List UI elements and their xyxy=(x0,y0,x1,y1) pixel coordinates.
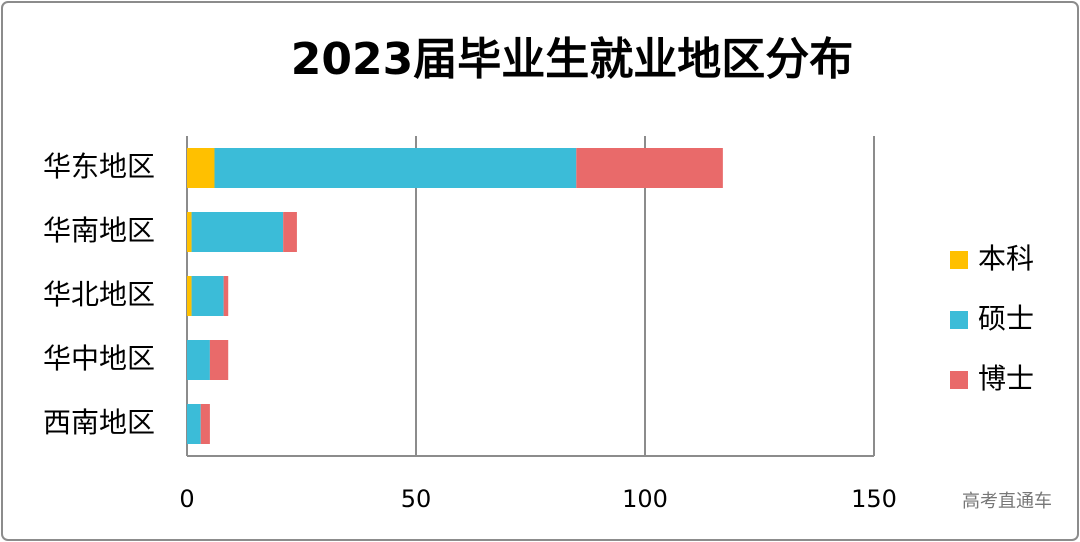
legend-label: 本科 xyxy=(978,242,1034,275)
legend-label: 硕士 xyxy=(978,302,1034,335)
bar-segment xyxy=(223,276,229,316)
x-tick-label: 150 xyxy=(851,485,897,513)
y-tick-label: 华南地区 xyxy=(43,214,155,247)
bar-segment xyxy=(187,404,201,444)
bar-segment xyxy=(187,212,192,252)
legend-swatch xyxy=(950,311,968,329)
bar-segment xyxy=(209,340,229,380)
x-tick-label: 0 xyxy=(179,485,194,513)
y-tick-label: 华东地区 xyxy=(43,150,155,183)
y-tick-label: 华中地区 xyxy=(43,342,155,375)
bar-segment xyxy=(283,212,297,252)
x-tick-label: 50 xyxy=(401,485,432,513)
watermark: 高考直通车 xyxy=(962,491,1052,512)
bar-segment xyxy=(187,276,192,316)
bar-segment xyxy=(187,340,210,380)
y-tick-label: 华北地区 xyxy=(43,278,155,311)
bar-segment xyxy=(200,404,210,444)
legend-label: 博士 xyxy=(978,362,1034,395)
bar-segment xyxy=(214,148,577,188)
bar-segment xyxy=(576,148,723,188)
bar-segment xyxy=(187,148,215,188)
bar-segment xyxy=(191,276,224,316)
y-tick-label: 西南地区 xyxy=(43,406,155,439)
chart-title: 2023届毕业生就业地区分布 xyxy=(291,34,853,85)
legend-swatch xyxy=(950,251,968,269)
legend-swatch xyxy=(950,371,968,389)
bar-segment xyxy=(191,212,284,252)
x-tick-label: 100 xyxy=(622,485,668,513)
